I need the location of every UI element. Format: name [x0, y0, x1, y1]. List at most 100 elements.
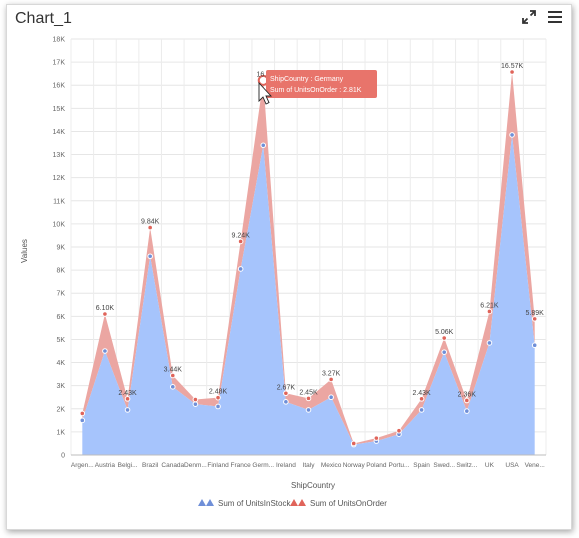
menu-icon[interactable]: [547, 9, 563, 25]
tooltip-box: [266, 70, 377, 98]
data-label: 2.36K: [458, 391, 477, 398]
marker-units-in-stock: [192, 401, 199, 407]
series-area-units-in-stock: [82, 134, 535, 455]
legend-marker-units-on-order: [290, 499, 306, 506]
x-tick-label: Norway: [343, 462, 366, 469]
y-tick-label: 12K: [53, 175, 66, 182]
marker-units-in-stock: [124, 407, 131, 413]
x-tick-label: Finland: [207, 462, 229, 469]
x-tick-label: Italy: [303, 462, 316, 469]
chart-toolbar: [521, 9, 563, 25]
marker-units-in-stock: [237, 266, 244, 272]
marker-units-in-stock: [147, 253, 153, 260]
y-tick-label: 15K: [53, 106, 66, 113]
y-tick-label: 17K: [53, 60, 66, 67]
marker-units-on-order: [124, 396, 131, 402]
x-tick-label: Brazil: [142, 462, 159, 469]
data-label: 2.43K: [412, 390, 431, 397]
x-tick-label: Swed...: [433, 462, 455, 469]
x-tick-label: Portu...: [388, 462, 409, 469]
x-tick-label: Vene...: [525, 462, 545, 469]
series-markers: [79, 69, 538, 448]
marker-units-on-order: [350, 440, 357, 447]
x-tick-label: Spain: [413, 462, 430, 469]
y-axis: 0 1K 2K 3K 4K 5K 6K 7K 8K 9K 10K 11K 12K 13K 14K 15K 16K…: [53, 37, 66, 460]
tooltip: ShipCountry : Germany Sum of UnitsOnOrde…: [266, 70, 377, 98]
marker-units-in-stock: [486, 340, 493, 346]
marker-units-on-order: [396, 427, 402, 434]
marker-units-in-stock: [418, 407, 425, 413]
marker-units-in-stock: [531, 342, 538, 349]
marker-units-on-order: [215, 394, 221, 401]
y-tick-label: 5K: [56, 337, 65, 344]
legend-marker-units-in-stock: [198, 499, 214, 506]
x-tick-label: Belgi...: [118, 462, 138, 469]
legend-item-units-in-stock[interactable]: Sum of UnitsInStock: [198, 499, 291, 508]
x-tick-label: Austria: [95, 462, 116, 469]
data-labels: 6.10K2.43K9.84K3.44K2.48K9.24K16.22.67K2…: [96, 63, 544, 398]
data-label: 2.48K: [209, 389, 228, 396]
marker-units-in-stock: [509, 132, 515, 138]
marker-units-on-order: [147, 224, 153, 231]
y-tick-label: 4K: [56, 360, 65, 367]
marker-units-on-order: [509, 69, 515, 75]
legend: Sum of UnitsInStock Sum of UnitsOnOrder: [198, 499, 387, 508]
x-tick-label: Argen...: [71, 462, 94, 469]
x-tick-label: Denm...: [184, 462, 207, 469]
y-tick-label: 1K: [56, 429, 65, 436]
data-label: 9.84K: [141, 219, 160, 226]
y-tick-label: 14K: [53, 129, 66, 136]
x-tick-label: USA: [505, 462, 519, 469]
cursor-icon: [258, 81, 273, 105]
marker-units-in-stock: [215, 403, 221, 410]
data-label: 6.10K: [96, 305, 115, 312]
marker-units-in-stock: [79, 417, 86, 424]
legend-item-units-on-order[interactable]: Sum of UnitsOnOrder: [290, 499, 387, 508]
marker-units-on-order: [79, 410, 86, 417]
marker-units-on-order: [531, 316, 538, 322]
marker-units-in-stock: [464, 408, 470, 414]
marker-units-on-order: [486, 308, 493, 315]
x-tick-label: Switz...: [456, 462, 477, 469]
y-tick-label: 8K: [56, 268, 65, 275]
y-tick-label: 10K: [53, 221, 66, 228]
marker-units-in-stock: [283, 399, 289, 405]
legend-label-units-in-stock: Sum of UnitsInStock: [218, 499, 291, 508]
y-tick-label: 3K: [56, 383, 65, 390]
y-tick-label: 13K: [53, 152, 66, 159]
data-label: 16.57K: [501, 63, 524, 70]
data-label: 9.24K: [231, 232, 250, 239]
y-tick-label: 16K: [53, 83, 66, 90]
data-label: 2.43K: [118, 390, 137, 397]
marker-units-in-stock: [305, 407, 312, 413]
y-tick-label: 18K: [53, 37, 66, 44]
marker-units-on-order: [102, 311, 108, 317]
marker-units-in-stock: [441, 349, 448, 355]
chart-area: 0 1K 2K 3K 4K 5K 6K 7K 8K 9K 10K 11K 12K 13K 14K 15K 16K…: [20, 37, 547, 508]
marker-units-on-order: [237, 238, 244, 245]
legend-label-units-on-order: Sum of UnitsOnOrder: [310, 499, 387, 508]
data-label: 3.44K: [164, 366, 183, 373]
x-tick-label: France: [231, 462, 252, 469]
marker-units-in-stock: [328, 394, 334, 401]
x-tick-label: Poland: [366, 462, 387, 469]
y-tick-label: 11K: [53, 198, 65, 205]
data-label: 5.06K: [435, 329, 454, 336]
y-tick-label: 6K: [56, 314, 65, 321]
y-tick-label: 7K: [56, 291, 65, 298]
x-axis-label: ShipCountry: [291, 481, 335, 490]
data-label: 6.21K: [480, 302, 499, 309]
y-tick-label: 2K: [56, 406, 65, 413]
x-tick-label: Germ...: [252, 462, 274, 469]
marker-units-on-order: [464, 397, 470, 404]
marker-units-in-stock: [102, 348, 108, 354]
marker-units-in-stock: [260, 142, 267, 149]
x-axis: Argen... Austria Belgi... Brazil Canada Denm.…: [71, 462, 545, 469]
expand-icon[interactable]: [521, 9, 537, 25]
x-tick-label: Mexico: [321, 462, 342, 469]
tooltip-line-1: ShipCountry : Germany: [270, 76, 344, 83]
marker-units-on-order: [169, 372, 176, 379]
chart-title: Chart_1: [15, 10, 72, 27]
data-label: 3.27K: [322, 370, 341, 377]
data-label: 5.89K: [526, 310, 545, 317]
